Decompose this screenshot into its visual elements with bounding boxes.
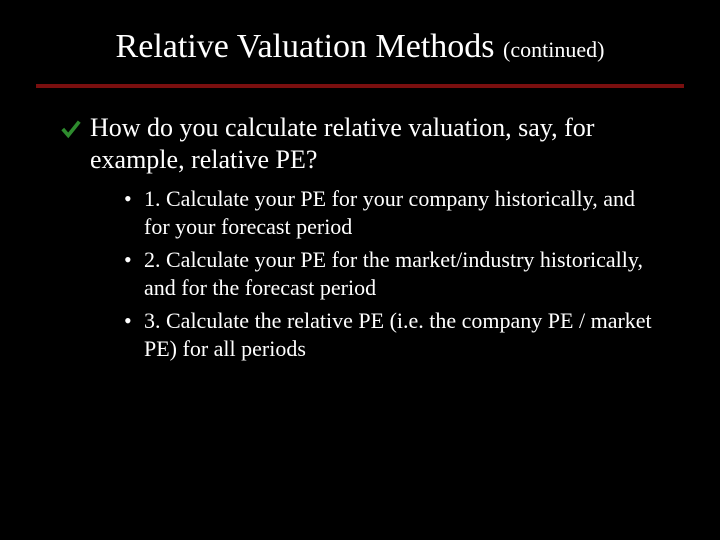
sub-list: • 1. Calculate your PE for your company …	[60, 185, 660, 362]
main-bullet-text: How do you calculate relative valuation,…	[90, 113, 594, 174]
bullet-icon: •	[124, 307, 132, 335]
title-area: Relative Valuation Methods (continued)	[0, 0, 720, 66]
slide-title: Relative Valuation Methods	[116, 28, 503, 65]
list-item-text: 3. Calculate the relative PE (i.e. the c…	[144, 308, 652, 361]
bullet-icon: •	[124, 246, 132, 274]
list-item: • 3. Calculate the relative PE (i.e. the…	[120, 307, 660, 362]
list-item: • 1. Calculate your PE for your company …	[120, 185, 660, 240]
list-item-text: 1. Calculate your PE for your company hi…	[144, 186, 635, 239]
slide-title-suffix: (continued)	[503, 37, 604, 62]
checkmark-icon	[60, 116, 82, 138]
main-bullet: How do you calculate relative valuation,…	[60, 112, 660, 175]
list-item-text: 2. Calculate your PE for the market/indu…	[144, 247, 643, 300]
bullet-icon: •	[124, 185, 132, 213]
list-item: • 2. Calculate your PE for the market/in…	[120, 246, 660, 301]
body-area: How do you calculate relative valuation,…	[0, 88, 720, 362]
slide: Relative Valuation Methods (continued) H…	[0, 0, 720, 540]
